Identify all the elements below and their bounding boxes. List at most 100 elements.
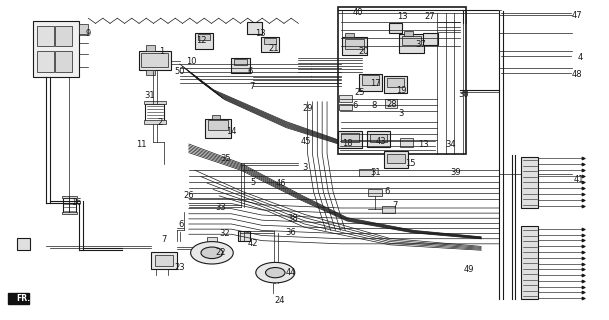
Bar xyxy=(208,120,228,130)
Bar xyxy=(399,34,424,53)
Text: FR.: FR. xyxy=(16,294,30,303)
Bar xyxy=(338,131,362,148)
Text: 3: 3 xyxy=(302,163,307,172)
Bar xyxy=(264,38,276,44)
Text: 14: 14 xyxy=(226,127,237,136)
Bar xyxy=(362,75,379,85)
Bar xyxy=(155,255,173,266)
Text: 42: 42 xyxy=(248,239,259,248)
Text: 7: 7 xyxy=(249,82,254,91)
Text: 27: 27 xyxy=(424,12,435,21)
Bar xyxy=(195,33,213,49)
Text: 22: 22 xyxy=(216,248,227,257)
Text: 11: 11 xyxy=(136,140,147,149)
Text: 15: 15 xyxy=(404,159,415,168)
Bar xyxy=(339,95,352,102)
Bar xyxy=(63,198,76,213)
Bar xyxy=(385,99,397,108)
Bar xyxy=(231,58,250,73)
Bar xyxy=(247,22,262,34)
Text: 34: 34 xyxy=(445,140,456,149)
Bar xyxy=(387,78,404,87)
Text: 47: 47 xyxy=(572,11,583,20)
Bar xyxy=(139,51,171,70)
Text: 2: 2 xyxy=(158,118,163,127)
Bar xyxy=(234,59,247,65)
Text: 19: 19 xyxy=(396,86,407,95)
Bar xyxy=(359,169,373,176)
Text: 18: 18 xyxy=(342,139,353,148)
Bar xyxy=(389,23,402,33)
Text: 37: 37 xyxy=(415,40,426,49)
Text: 6: 6 xyxy=(179,220,184,229)
Bar xyxy=(342,37,367,55)
Bar xyxy=(384,151,408,168)
Text: 31: 31 xyxy=(370,168,381,177)
Text: 4: 4 xyxy=(577,53,582,62)
Text: 6: 6 xyxy=(353,101,357,110)
Text: 8: 8 xyxy=(371,101,376,110)
Bar xyxy=(423,33,438,45)
Bar xyxy=(338,7,466,154)
Bar xyxy=(37,26,54,46)
Bar xyxy=(144,101,166,104)
Bar xyxy=(37,51,54,72)
Text: 13: 13 xyxy=(396,12,407,21)
Bar xyxy=(198,34,210,40)
Bar xyxy=(146,45,155,51)
Bar xyxy=(402,36,421,45)
Bar xyxy=(400,138,413,147)
Bar xyxy=(368,189,382,196)
Bar xyxy=(261,37,279,52)
Bar xyxy=(370,134,387,142)
Text: 28: 28 xyxy=(387,100,398,109)
Text: 26: 26 xyxy=(183,191,194,200)
Bar xyxy=(238,231,250,241)
Text: 12: 12 xyxy=(195,36,206,45)
Bar xyxy=(521,157,538,208)
Text: 6: 6 xyxy=(247,67,252,76)
Text: 36: 36 xyxy=(286,228,297,237)
Bar xyxy=(207,237,217,244)
Text: 24: 24 xyxy=(275,296,286,305)
Bar xyxy=(55,26,72,46)
Text: 16: 16 xyxy=(71,198,82,207)
Text: 50: 50 xyxy=(174,68,185,76)
Text: 31: 31 xyxy=(144,92,155,100)
Text: 17: 17 xyxy=(370,79,381,88)
Bar xyxy=(146,70,155,75)
Text: 30: 30 xyxy=(459,90,470,99)
Bar xyxy=(359,74,382,91)
Polygon shape xyxy=(8,293,29,304)
Circle shape xyxy=(256,262,295,283)
Bar xyxy=(367,131,390,147)
Circle shape xyxy=(191,242,233,264)
Bar xyxy=(141,53,168,67)
Bar xyxy=(145,104,164,122)
Text: 32: 32 xyxy=(219,229,230,238)
Bar xyxy=(55,51,72,72)
Bar xyxy=(205,119,231,138)
Text: 48: 48 xyxy=(572,70,583,79)
Text: 6: 6 xyxy=(384,188,389,196)
Text: 3: 3 xyxy=(399,109,404,118)
Bar xyxy=(345,39,364,49)
Text: 10: 10 xyxy=(186,57,197,66)
Text: 49: 49 xyxy=(463,265,474,274)
Bar xyxy=(387,154,405,163)
Bar xyxy=(404,31,413,36)
Text: 29: 29 xyxy=(302,104,313,113)
Bar xyxy=(17,238,30,250)
Text: 41: 41 xyxy=(573,175,584,184)
Text: 7: 7 xyxy=(162,236,167,244)
Bar xyxy=(382,206,395,213)
Text: 38: 38 xyxy=(287,214,298,223)
Bar xyxy=(384,76,407,93)
Bar xyxy=(212,115,220,119)
Bar xyxy=(345,33,354,37)
Text: 13: 13 xyxy=(418,140,429,149)
Text: 9: 9 xyxy=(86,29,91,38)
Bar xyxy=(151,252,177,269)
Bar xyxy=(79,24,88,34)
Text: 40: 40 xyxy=(352,8,363,17)
